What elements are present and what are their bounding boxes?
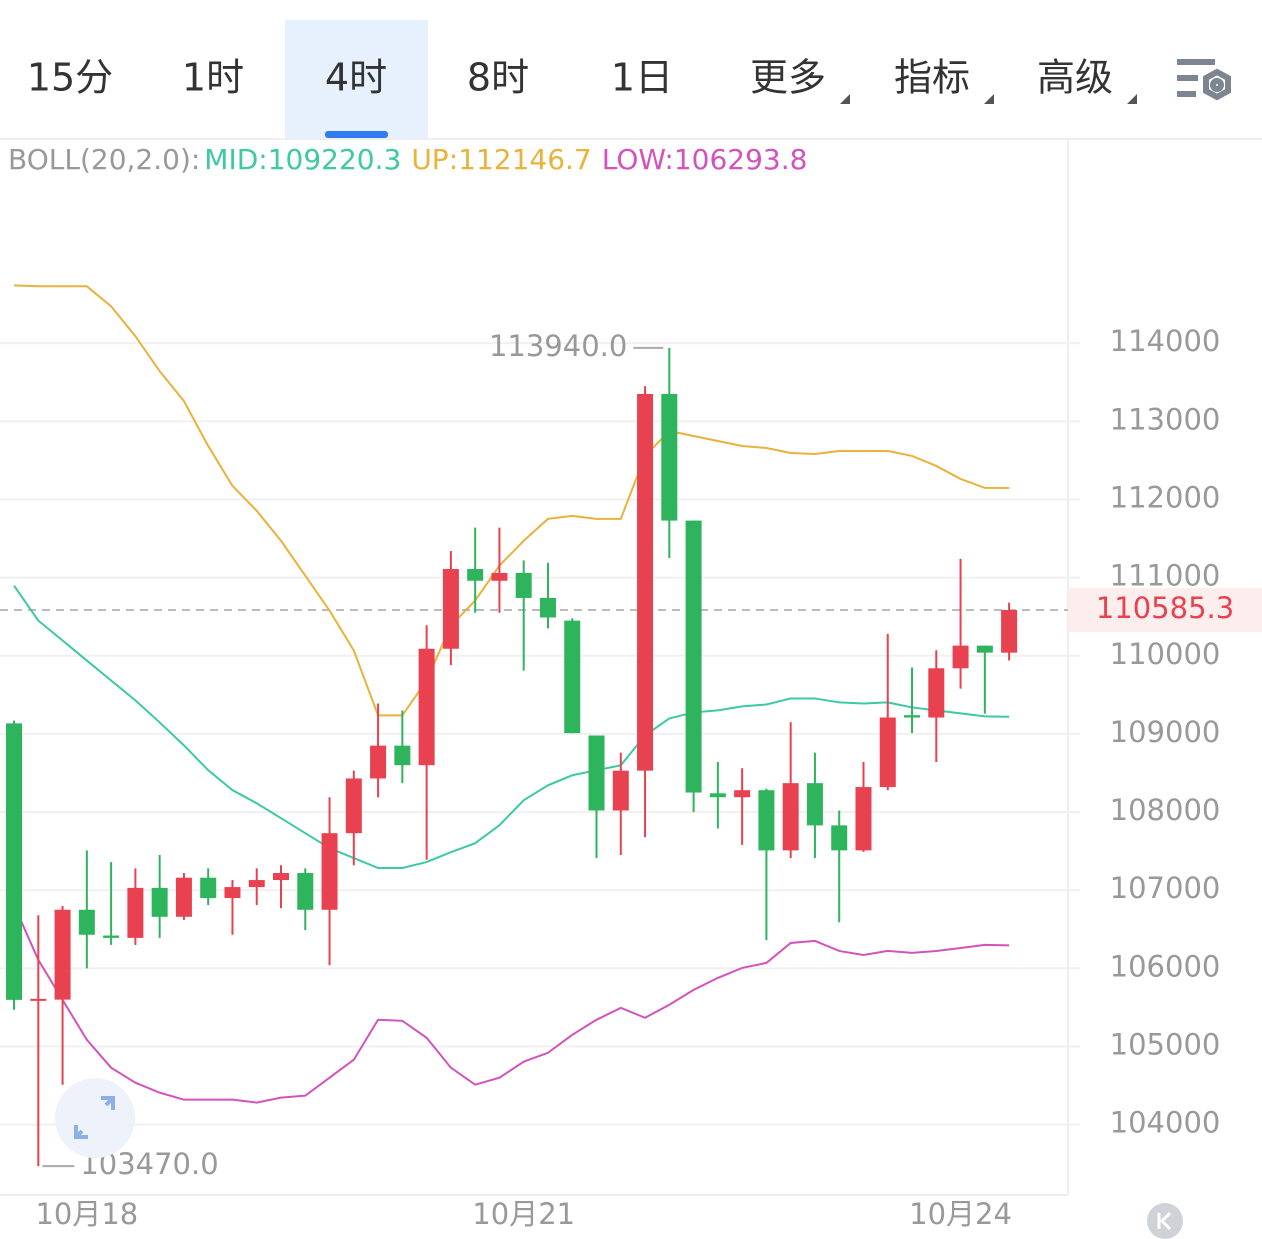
x-tick-label: 10月18	[35, 1197, 138, 1231]
indicator-mid: MID:109220.3	[204, 143, 401, 176]
candle-body	[588, 735, 605, 811]
tab[interactable]: 8时	[467, 56, 529, 100]
y-tick-label: 111000	[1110, 559, 1221, 593]
candle-body	[539, 597, 556, 618]
x-tick-label: 10月21	[472, 1197, 575, 1231]
candle-body	[782, 783, 799, 851]
tab[interactable]: 高级	[1037, 56, 1113, 100]
back-icon[interactable]	[1147, 1203, 1183, 1239]
candle-body	[321, 833, 338, 910]
candle-body	[637, 393, 654, 771]
y-tick-label: 106000	[1110, 949, 1221, 983]
candle-body	[904, 715, 921, 718]
candle-body	[175, 877, 192, 917]
candle-body	[806, 783, 823, 826]
y-tick-label: 110000	[1110, 637, 1221, 671]
candle-body	[1001, 610, 1018, 653]
candle-body	[103, 935, 120, 938]
y-tick-label: 109000	[1110, 715, 1221, 749]
candle-body	[224, 887, 241, 899]
candle-body	[394, 745, 411, 766]
candle-body	[515, 572, 532, 598]
candle-body	[467, 569, 484, 581]
candle-body	[6, 723, 23, 1000]
candle-body	[273, 873, 290, 881]
expand-icon[interactable]	[55, 1078, 135, 1158]
active-tab-bg	[285, 20, 428, 138]
indicator-name: BOLL(20,2.0):	[8, 143, 200, 176]
tab[interactable]: 4时	[325, 56, 387, 100]
candle-body	[758, 790, 775, 851]
candle-body	[418, 648, 435, 766]
candle-body	[442, 569, 459, 649]
candle-body	[491, 572, 508, 581]
candle-body	[734, 790, 751, 798]
candle-body	[30, 998, 47, 1001]
candle-body	[370, 745, 387, 779]
tab[interactable]: 1日	[611, 56, 673, 100]
boll-line	[13, 585, 1010, 870]
candle-body	[248, 880, 265, 888]
dropdown-mark	[840, 94, 850, 104]
active-tab-underline	[325, 131, 388, 138]
max-label: 113940.0	[489, 329, 627, 363]
candle-body	[709, 793, 726, 798]
candle-body	[564, 620, 581, 734]
candle-body	[54, 909, 71, 1000]
dropdown-mark	[1127, 94, 1137, 104]
boll-line	[13, 904, 1010, 1104]
candle-body	[952, 645, 969, 669]
candle-body	[297, 873, 314, 910]
candle-body	[855, 787, 872, 851]
candle-body	[78, 909, 95, 935]
indicator-header: BOLL(20,2.0): MID:109220.3 UP:112146.7 LOW:…	[8, 143, 807, 176]
x-tick-label: 10月24	[909, 1197, 1012, 1231]
current-price-bg	[1068, 588, 1262, 633]
y-tick-label: 108000	[1110, 793, 1221, 827]
candle-body	[685, 520, 702, 793]
candle-body	[345, 778, 362, 834]
candle-body	[928, 668, 945, 718]
y-tick-label: 105000	[1110, 1028, 1221, 1062]
y-tick-label: 114000	[1110, 324, 1221, 358]
boll-line	[13, 284, 1010, 717]
candle-body	[200, 877, 217, 899]
candle-body	[661, 393, 678, 521]
candle-body	[831, 825, 848, 851]
candle-body	[612, 770, 629, 811]
candle-body	[151, 887, 168, 917]
candle-body	[127, 887, 144, 938]
current-price-label: 110585.3	[1096, 591, 1234, 625]
indicator-up: UP:112146.7	[411, 143, 591, 176]
y-tick-label: 107000	[1110, 871, 1221, 905]
candle-body	[879, 717, 896, 788]
tab[interactable]: 指标	[894, 56, 970, 100]
settings-icon[interactable]	[1177, 59, 1231, 101]
dropdown-mark	[984, 94, 994, 104]
tab[interactable]: 更多	[750, 56, 826, 100]
candle-body	[976, 645, 993, 653]
y-tick-label: 104000	[1110, 1106, 1221, 1140]
indicator-low: LOW:106293.8	[602, 143, 808, 176]
tab[interactable]: 1时	[182, 56, 244, 100]
tab[interactable]: 15分	[27, 56, 113, 100]
y-tick-label: 112000	[1110, 480, 1221, 514]
y-tick-label: 113000	[1110, 402, 1221, 436]
